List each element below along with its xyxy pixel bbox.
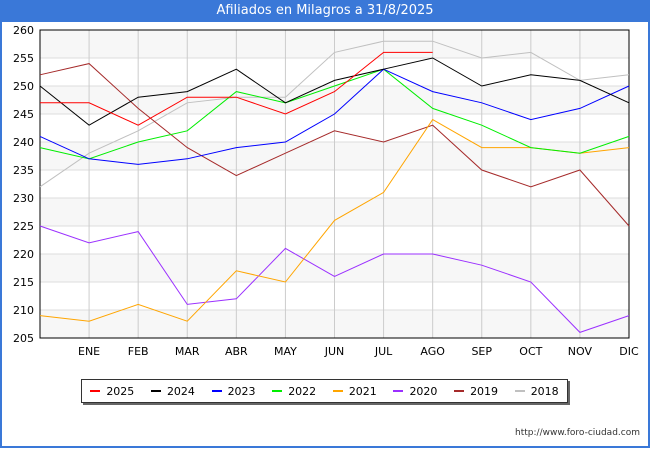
x-tick-label: DIC [619,345,639,358]
legend-label: 2020 [409,384,438,398]
x-tick-label: NOV [568,345,593,358]
y-tick-label: 225 [13,220,34,233]
legend-swatch [211,390,222,392]
series-line-2025 [40,51,433,126]
legend-swatch [272,390,283,392]
legend-label: 2021 [348,384,377,398]
plot-border [39,29,630,339]
source-url: http://www.foro-ciudad.com [515,428,640,438]
series-line-2022 [39,68,630,160]
x-tick-label: JUL [374,345,393,358]
x-tick-label: ABR [225,345,248,358]
legend-item-2021: 2021 [332,384,377,398]
y-tick-label: 220 [13,248,34,261]
y-tick-label: 205 [13,332,34,345]
legend: 2025 2024 2023 2022 2021 2020 2019 2018 [81,379,568,403]
legend-label: 2023 [227,384,256,398]
x-tick-label: MAY [274,345,297,358]
legend-label: 2018 [530,384,559,398]
legend-swatch [393,390,404,392]
legend-swatch [332,390,343,392]
series-line-2023 [39,68,630,165]
legend-item-2024: 2024 [150,384,195,398]
y-tick-label: 240 [13,136,34,149]
legend-item-2022: 2022 [272,385,316,398]
series-line-2020 [39,225,630,333]
series-line-2019 [39,63,630,227]
series-line-2018 [39,40,630,188]
legend-swatch [150,390,161,392]
legend-label: 2019 [470,384,499,398]
y-tick-label: 235 [13,164,34,177]
x-tick-label: FEB [128,345,149,358]
legend-item-2023: 2023 [211,384,256,398]
legend-swatch [454,390,465,392]
x-tick-label: OCT [519,345,542,358]
y-tick-label: 245 [13,108,34,121]
legend-label: 2022 [288,384,317,398]
chart-title: Afiliados en Milagros a 31/8/2025 [0,0,650,22]
legend-item-2025: 2025 [90,385,134,398]
y-tick-label: 215 [13,276,34,289]
legend-swatch [90,390,101,392]
legend-label: 2024 [166,384,195,398]
legend-item-2018: 2018 [514,384,559,398]
y-tick-label: 250 [13,80,34,93]
legend-swatch [514,390,525,392]
y-tick-label: 230 [13,192,34,205]
series-line-2024 [39,57,630,126]
x-tick-label: JUN [324,345,345,358]
legend-item-2020: 2020 [393,385,437,398]
legend-item-2019: 2019 [454,385,498,398]
x-tick-label: AGO [420,345,445,358]
legend-label: 2025 [106,384,135,398]
y-tick-label: 260 [13,24,34,37]
x-tick-label: MAR [175,345,200,358]
x-tick-label: SEP [471,345,492,358]
x-tick-label: ENE [78,345,100,358]
y-tick-label: 255 [13,52,34,65]
y-tick-label: 210 [13,304,34,317]
